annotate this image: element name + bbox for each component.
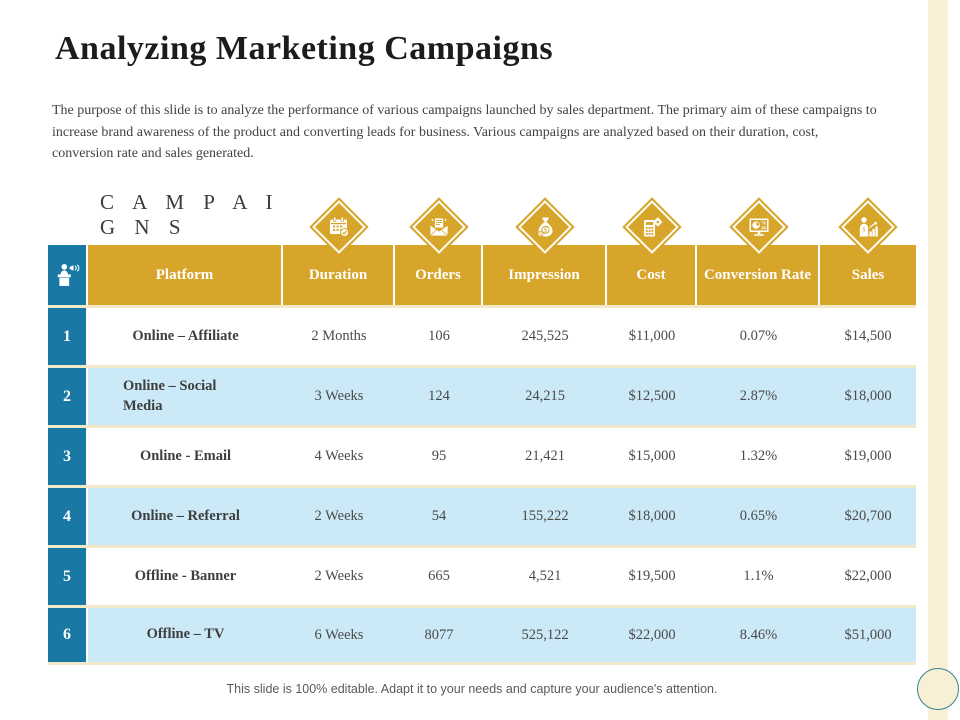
cell-conversion: 8.46% [697, 608, 820, 662]
cell-cost: $12,500 [607, 368, 697, 425]
cell-sales: $14,500 [820, 308, 916, 365]
decorative-circle [917, 668, 959, 710]
monitor-pie-percent-icon: % [728, 197, 789, 257]
row-number: 2 [48, 368, 88, 425]
table-row: 3 Online - Email 4 Weeks 95 21,421 $15,0… [48, 425, 916, 485]
page-title: Analyzing Marketing Campaigns [55, 30, 554, 67]
cell-sales: $22,000 [820, 548, 916, 605]
cell-duration: 2 Weeks [283, 548, 395, 605]
svg-text:$: $ [544, 225, 548, 234]
icon-strip: C A M P A I G N S [48, 190, 916, 260]
cell-conversion: 1.32% [697, 428, 820, 485]
table-header-row: Platform Duration Orders Impression Cost… [48, 245, 916, 305]
cell-cost: $18,000 [607, 488, 697, 545]
cell-cost: $11,000 [607, 308, 697, 365]
svg-text:%: % [761, 221, 766, 227]
slide-description: The purpose of this slide is to analyze … [52, 103, 877, 162]
cell-platform: Online – Affiliate [88, 308, 283, 365]
cell-platform: Online - Email [88, 428, 283, 485]
cell-cost: $19,500 [607, 548, 697, 605]
row-number: 5 [48, 548, 88, 605]
money-bag-icon: $ $ [515, 197, 575, 257]
cell-impression: 4,521 [483, 548, 607, 605]
campaigns-section: C A M P A I G N S [48, 190, 916, 665]
cell-platform: Offline – TV [88, 608, 283, 662]
table-row: 1 Online – Affiliate 2 Months 106 245,52… [48, 305, 916, 365]
cell-conversion: 1.1% [697, 548, 820, 605]
cell-orders: 665 [395, 548, 483, 605]
cell-conversion: 0.07% [697, 308, 820, 365]
table-row: 4 Online – Referral 2 Weeks 54 155,222 $… [48, 485, 916, 545]
cell-orders: 106 [395, 308, 483, 365]
editable-note: This slide is 100% editable. Adapt it to… [226, 682, 718, 696]
row-number: 4 [48, 488, 88, 545]
cell-duration: 4 Weeks [283, 428, 395, 485]
cell-duration: 3 Weeks [283, 368, 395, 425]
right-accent-bar [928, 0, 948, 720]
cell-duration: 6 Weeks [283, 608, 395, 662]
table-row: 6 Offline – TV 6 Weeks 8077 525,122 $22,… [48, 605, 916, 665]
cell-duration: 2 Weeks [283, 488, 395, 545]
cell-conversion: 0.65% [697, 488, 820, 545]
calculator-gear-icon [622, 197, 682, 257]
row-number: 6 [48, 608, 88, 662]
campaigns-table: Platform Duration Orders Impression Cost… [48, 245, 916, 665]
campaigns-label: C A M P A I G N S [100, 190, 280, 239]
svg-text:$: $ [863, 227, 866, 234]
row-number: 1 [48, 308, 88, 365]
table-row: 2 Online – Social Media 3 Weeks 124 24,2… [48, 365, 916, 425]
cell-sales: $19,000 [820, 428, 916, 485]
col-header-sales: Sales [820, 245, 916, 305]
salesman-growth-chart-icon: $ [838, 197, 898, 257]
cell-platform: Offline - Banner [88, 548, 283, 605]
cell-orders: 124 [395, 368, 483, 425]
table-row: 5 Offline - Banner 2 Weeks 665 4,521 $19… [48, 545, 916, 605]
svg-text:$: $ [539, 231, 542, 238]
presenter-announcement-icon [48, 245, 88, 305]
envelope-mail-icon [409, 197, 469, 257]
cell-sales: $18,000 [820, 368, 916, 425]
row-number: 3 [48, 428, 88, 485]
cell-impression: 525,122 [483, 608, 607, 662]
cell-orders: 54 [395, 488, 483, 545]
cell-cost: $22,000 [607, 608, 697, 662]
cell-sales: $20,700 [820, 488, 916, 545]
col-header-platform: Platform [88, 245, 283, 305]
cell-orders: 95 [395, 428, 483, 485]
cell-impression: 155,222 [483, 488, 607, 545]
cell-duration: 2 Months [283, 308, 395, 365]
cell-impression: 21,421 [483, 428, 607, 485]
cell-platform: Online – Social Media [88, 368, 283, 425]
cell-orders: 8077 [395, 608, 483, 662]
cell-cost: $15,000 [607, 428, 697, 485]
calendar-check-icon [309, 197, 369, 257]
cell-impression: 245,525 [483, 308, 607, 365]
cell-impression: 24,215 [483, 368, 607, 425]
cell-platform: Online – Referral [88, 488, 283, 545]
cell-conversion: 2.87% [697, 368, 820, 425]
cell-sales: $51,000 [820, 608, 916, 662]
